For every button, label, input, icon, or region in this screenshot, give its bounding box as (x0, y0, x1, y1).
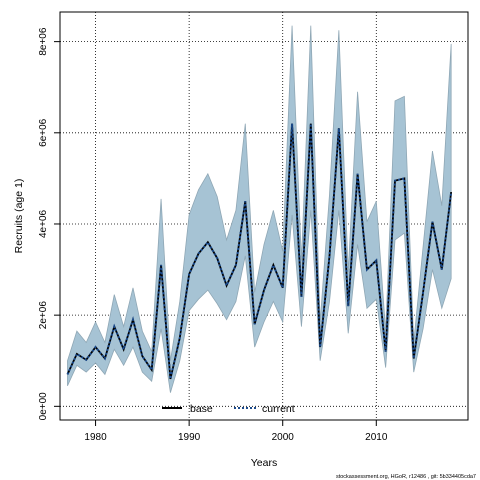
y-axis: 0e+00 2e+06 4e+06 6e+06 8e+06 (38, 27, 60, 420)
y-tick-label: 8e+06 (38, 27, 49, 56)
y-tick-label: 4e+06 (38, 210, 49, 239)
series-line-base (66, 123, 453, 380)
footer-credit: stockassessment.org, HGoR, r12486 , git:… (336, 474, 476, 480)
x-tick-label: 2010 (365, 432, 388, 443)
x-tick-label: 2000 (272, 432, 295, 443)
legend-current-label: current (262, 403, 295, 415)
x-tick-label: 1980 (84, 432, 107, 443)
x-axis-title: Years (251, 457, 277, 469)
legend: base current (162, 403, 295, 415)
x-axis: 1980 1990 2000 2010 (84, 419, 388, 443)
y-axis-title: Recruits (age 1) (13, 179, 25, 254)
series-lines (66, 123, 453, 380)
legend-base-label: base (190, 403, 213, 415)
y-tick-label: 0e+00 (38, 392, 49, 421)
y-tick-label: 6e+06 (38, 118, 49, 147)
y-tick-label: 2e+06 (38, 301, 49, 330)
x-tick-label: 1990 (178, 432, 201, 443)
